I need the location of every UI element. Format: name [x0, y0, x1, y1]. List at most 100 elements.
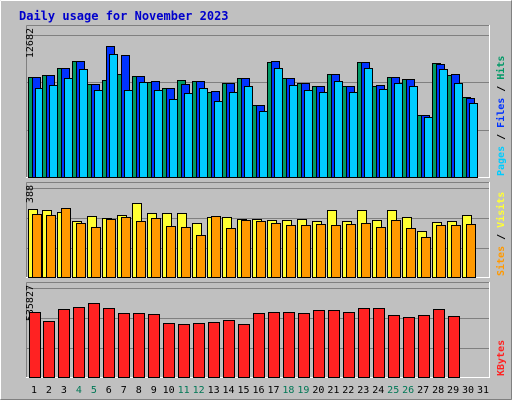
day-label-18: 18 [282, 385, 294, 396]
bar-pages-day-15 [244, 86, 253, 178]
legend-visits: Visits [495, 192, 507, 228]
bar-pages-day-23 [364, 68, 373, 178]
bar-kbytes-day-26 [403, 317, 415, 378]
series-legend: KBytes [496, 340, 507, 376]
bar-sites-day-19 [301, 225, 311, 278]
bar-pages-day-22 [349, 92, 358, 178]
bar-pages-day-19 [304, 90, 313, 178]
bar-sites-day-27 [421, 237, 431, 278]
bar-sites-day-18 [286, 225, 296, 278]
bar-kbytes-day-19 [298, 313, 310, 378]
bar-pages-day-24 [379, 89, 388, 178]
bar-pages-day-17 [274, 68, 283, 178]
bar-pages-day-18 [289, 85, 298, 178]
bar-kbytes-day-10 [163, 323, 175, 378]
day-label-21: 21 [327, 385, 339, 396]
day-label-24: 24 [372, 385, 384, 396]
bar-sites-day-14 [226, 228, 236, 278]
chart-title: Daily usage for November 2023 [19, 9, 229, 23]
bar-sites-day-28 [436, 225, 446, 278]
bar-pages-day-10 [169, 99, 178, 178]
bar-kbytes-day-14 [223, 320, 235, 378]
bar-pages-day-5 [94, 90, 103, 178]
day-label-6: 6 [106, 385, 112, 396]
day-label-4: 4 [76, 385, 82, 396]
bar-sites-day-1 [32, 214, 42, 278]
bar-pages-day-2 [49, 85, 58, 178]
bar-sites-day-21 [331, 225, 341, 278]
day-label-16: 16 [252, 385, 264, 396]
bar-pages-day-28 [439, 69, 448, 178]
bar-kbytes-day-20 [313, 310, 325, 378]
bar-kbytes-day-27 [418, 315, 430, 378]
legend-separator: / [496, 80, 507, 98]
bar-sites-day-26 [406, 228, 416, 278]
bar-sites-day-16 [256, 221, 266, 278]
legend-pages: Pages [496, 146, 507, 176]
bar-kbytes-day-2 [43, 321, 55, 378]
day-label-31: 31 [477, 385, 489, 396]
bar-pages-day-8 [139, 82, 148, 178]
day-label-11: 11 [178, 385, 190, 396]
day-label-10: 10 [163, 385, 175, 396]
bar-kbytes-day-25 [388, 315, 400, 378]
bar-kbytes-day-8 [133, 313, 145, 378]
bar-sites-day-8 [136, 221, 146, 278]
bar-pages-day-27 [424, 117, 433, 178]
bar-sites-day-5 [91, 227, 101, 278]
chart-panels: 12682 Pages / Files / Hits 388 Sites / Visi… [25, 25, 507, 378]
bar-pages-day-30 [469, 103, 478, 178]
bar-pages-day-7 [124, 90, 133, 178]
bar-kbytes-day-11 [178, 324, 190, 378]
legend-hits: Hits [495, 56, 507, 80]
bar-kbytes-day-22 [343, 312, 355, 378]
day-label-9: 9 [151, 385, 157, 396]
bar-kbytes-day-17 [268, 312, 280, 378]
day-label-23: 23 [357, 385, 369, 396]
day-label-28: 28 [432, 385, 444, 396]
bar-pages-day-21 [334, 81, 343, 178]
series-legend: Pages / Files / Hits [495, 56, 507, 176]
y-max-label: 535827 [25, 285, 36, 321]
y-max-label: 388 [25, 185, 36, 203]
bar-pages-day-13 [214, 101, 223, 178]
bar-sites-day-24 [376, 227, 386, 278]
day-label-1: 1 [31, 385, 37, 396]
legend-separator: / [496, 128, 507, 146]
bar-sites-day-3 [61, 208, 71, 278]
bar-pages-day-12 [199, 88, 208, 178]
bar-sites-day-23 [361, 223, 371, 278]
day-label-19: 19 [297, 385, 309, 396]
bar-pages-day-4 [79, 69, 88, 178]
bar-sites-day-6 [106, 219, 116, 278]
day-label-14: 14 [223, 385, 235, 396]
bar-kbytes-day-4 [73, 307, 85, 378]
bar-kbytes-day-16 [253, 313, 265, 378]
bar-pages-day-3 [64, 78, 73, 178]
bar-kbytes-day-18 [283, 312, 295, 378]
bar-sites-day-11 [181, 227, 191, 278]
bar-pages-day-29 [454, 83, 463, 178]
bar-kbytes-day-3 [58, 309, 70, 378]
panel-top: 12682 Pages / Files / Hits [25, 25, 507, 178]
bar-pages-day-11 [184, 93, 193, 178]
bar-kbytes-day-13 [208, 322, 220, 378]
bar-sites-day-4 [76, 223, 86, 278]
bar-kbytes-day-7 [118, 313, 130, 378]
day-label-7: 7 [121, 385, 127, 396]
day-label-25: 25 [387, 385, 399, 396]
bar-sites-day-20 [316, 224, 326, 278]
bar-sites-day-15 [241, 220, 251, 278]
bar-kbytes-day-29 [448, 316, 460, 378]
bar-pages-day-20 [319, 92, 328, 178]
day-label-26: 26 [402, 385, 414, 396]
day-label-5: 5 [91, 385, 97, 396]
bar-sites-day-29 [451, 225, 461, 278]
bar-kbytes-day-24 [373, 308, 385, 378]
bar-kbytes-day-28 [433, 309, 445, 378]
day-label-13: 13 [208, 385, 220, 396]
bar-pages-day-26 [409, 86, 418, 178]
bar-sites-day-10 [166, 226, 176, 278]
bar-kbytes-day-21 [328, 310, 340, 378]
